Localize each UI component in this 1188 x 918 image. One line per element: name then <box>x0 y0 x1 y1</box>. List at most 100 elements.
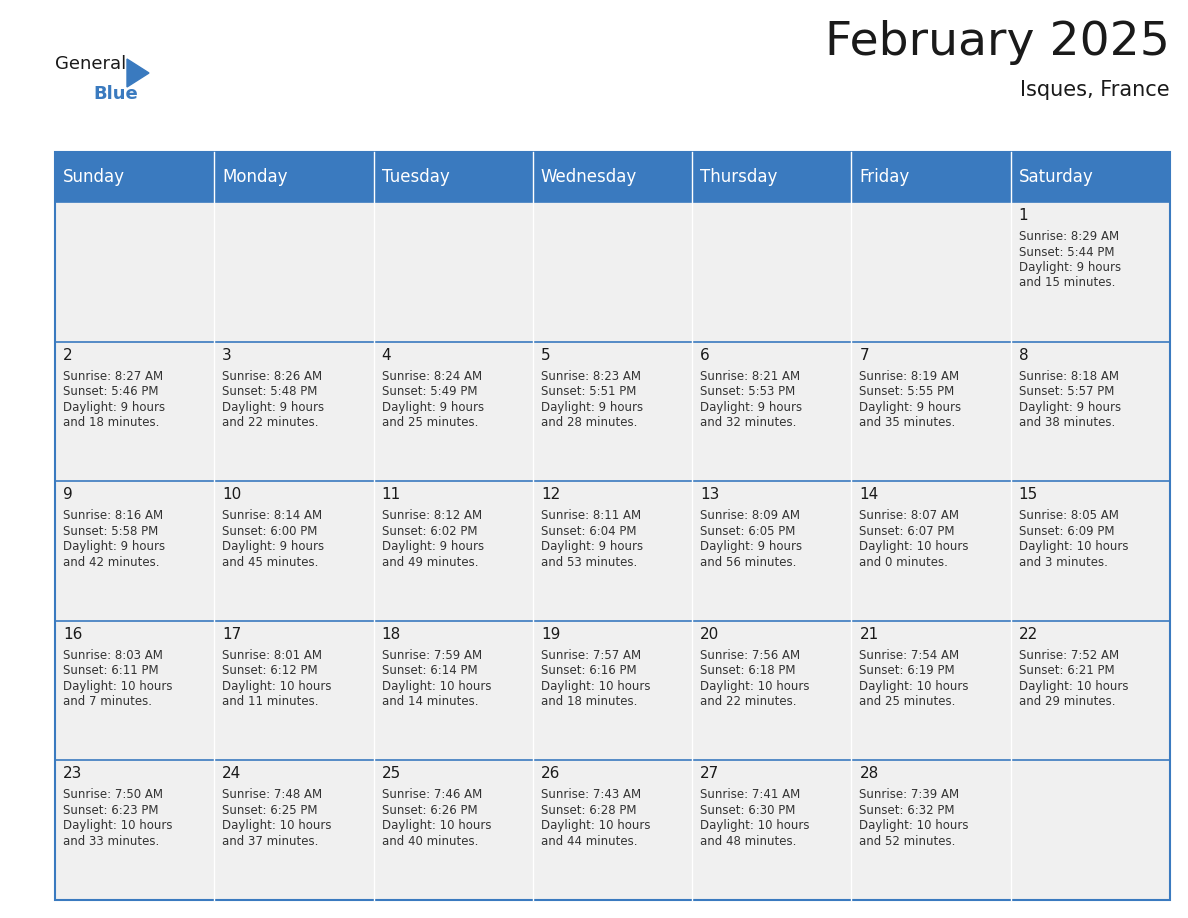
Text: Daylight: 10 hours: Daylight: 10 hours <box>700 820 810 833</box>
Text: 25: 25 <box>381 767 400 781</box>
Bar <box>693 152 852 202</box>
Text: and 7 minutes.: and 7 minutes. <box>63 695 152 709</box>
Text: Saturday: Saturday <box>1018 168 1093 186</box>
Text: Sunrise: 7:56 AM: Sunrise: 7:56 AM <box>700 649 801 662</box>
Text: 23: 23 <box>63 767 82 781</box>
Text: Sunrise: 8:03 AM: Sunrise: 8:03 AM <box>63 649 163 662</box>
Text: Daylight: 9 hours: Daylight: 9 hours <box>63 540 165 554</box>
Bar <box>852 481 1011 621</box>
Text: Sunset: 6:30 PM: Sunset: 6:30 PM <box>700 804 796 817</box>
Text: Daylight: 9 hours: Daylight: 9 hours <box>381 400 484 414</box>
Text: Tuesday: Tuesday <box>381 168 449 186</box>
Bar <box>693 202 852 341</box>
Text: Sunrise: 8:01 AM: Sunrise: 8:01 AM <box>222 649 322 662</box>
Text: 9: 9 <box>63 487 72 502</box>
Text: Sunset: 5:44 PM: Sunset: 5:44 PM <box>1019 245 1114 259</box>
Text: Sunrise: 7:46 AM: Sunrise: 7:46 AM <box>381 789 482 801</box>
Text: Thursday: Thursday <box>700 168 777 186</box>
Text: Daylight: 9 hours: Daylight: 9 hours <box>1019 400 1120 414</box>
Bar <box>1011 152 1170 202</box>
Bar <box>214 152 373 202</box>
Bar <box>533 481 693 621</box>
Text: Sunset: 6:07 PM: Sunset: 6:07 PM <box>859 525 955 538</box>
Text: 6: 6 <box>700 348 710 363</box>
Text: and 25 minutes.: and 25 minutes. <box>859 695 956 709</box>
Text: and 37 minutes.: and 37 minutes. <box>222 834 318 848</box>
Text: Sunset: 6:19 PM: Sunset: 6:19 PM <box>859 665 955 677</box>
Text: Sunset: 6:21 PM: Sunset: 6:21 PM <box>1019 665 1114 677</box>
Text: Isques, France: Isques, France <box>1020 80 1170 100</box>
Text: 8: 8 <box>1019 348 1029 363</box>
Text: Sunset: 6:32 PM: Sunset: 6:32 PM <box>859 804 955 817</box>
Bar <box>1011 481 1170 621</box>
Text: 20: 20 <box>700 627 720 642</box>
Text: Sunset: 6:09 PM: Sunset: 6:09 PM <box>1019 525 1114 538</box>
Text: Sunrise: 8:24 AM: Sunrise: 8:24 AM <box>381 370 481 383</box>
Text: Daylight: 10 hours: Daylight: 10 hours <box>63 680 172 693</box>
Text: 16: 16 <box>63 627 82 642</box>
Text: Daylight: 10 hours: Daylight: 10 hours <box>381 820 491 833</box>
Text: 24: 24 <box>222 767 241 781</box>
Text: and 42 minutes.: and 42 minutes. <box>63 555 159 568</box>
Text: Sunrise: 8:26 AM: Sunrise: 8:26 AM <box>222 370 322 383</box>
Text: Sunrise: 7:52 AM: Sunrise: 7:52 AM <box>1019 649 1119 662</box>
Text: Sunrise: 8:18 AM: Sunrise: 8:18 AM <box>1019 370 1119 383</box>
Text: Sunrise: 8:12 AM: Sunrise: 8:12 AM <box>381 509 481 522</box>
Text: 10: 10 <box>222 487 241 502</box>
Text: Sunset: 6:11 PM: Sunset: 6:11 PM <box>63 665 159 677</box>
Text: Daylight: 10 hours: Daylight: 10 hours <box>541 820 650 833</box>
Text: Sunrise: 8:19 AM: Sunrise: 8:19 AM <box>859 370 960 383</box>
Text: Daylight: 10 hours: Daylight: 10 hours <box>859 680 969 693</box>
Text: and 53 minutes.: and 53 minutes. <box>541 555 637 568</box>
Text: and 28 minutes.: and 28 minutes. <box>541 416 637 429</box>
Text: Daylight: 9 hours: Daylight: 9 hours <box>222 540 324 554</box>
Bar <box>852 152 1011 202</box>
Text: 5: 5 <box>541 348 550 363</box>
Bar <box>214 621 373 760</box>
Text: Daylight: 10 hours: Daylight: 10 hours <box>541 680 650 693</box>
Text: Daylight: 10 hours: Daylight: 10 hours <box>222 680 331 693</box>
Bar <box>533 152 693 202</box>
Text: 4: 4 <box>381 348 391 363</box>
Text: Daylight: 9 hours: Daylight: 9 hours <box>63 400 165 414</box>
Text: Daylight: 9 hours: Daylight: 9 hours <box>222 400 324 414</box>
Bar <box>852 621 1011 760</box>
Text: Blue: Blue <box>93 85 138 103</box>
Bar <box>214 341 373 481</box>
Text: Sunset: 6:05 PM: Sunset: 6:05 PM <box>700 525 796 538</box>
Text: Daylight: 9 hours: Daylight: 9 hours <box>1019 261 1120 274</box>
Text: 15: 15 <box>1019 487 1038 502</box>
Text: Sunrise: 8:09 AM: Sunrise: 8:09 AM <box>700 509 801 522</box>
Text: Sunrise: 8:29 AM: Sunrise: 8:29 AM <box>1019 230 1119 243</box>
Text: and 14 minutes.: and 14 minutes. <box>381 695 478 709</box>
Text: 13: 13 <box>700 487 720 502</box>
Text: Sunset: 6:26 PM: Sunset: 6:26 PM <box>381 804 478 817</box>
Text: Sunset: 5:51 PM: Sunset: 5:51 PM <box>541 385 637 398</box>
Text: Daylight: 9 hours: Daylight: 9 hours <box>541 540 643 554</box>
Bar <box>693 341 852 481</box>
Text: Wednesday: Wednesday <box>541 168 637 186</box>
Text: 18: 18 <box>381 627 400 642</box>
Text: Daylight: 9 hours: Daylight: 9 hours <box>541 400 643 414</box>
Text: 17: 17 <box>222 627 241 642</box>
Text: 19: 19 <box>541 627 561 642</box>
Bar <box>55 760 214 900</box>
Text: General: General <box>55 55 126 73</box>
Bar <box>373 481 533 621</box>
Text: 27: 27 <box>700 767 720 781</box>
Text: 14: 14 <box>859 487 879 502</box>
Text: and 15 minutes.: and 15 minutes. <box>1019 276 1116 289</box>
Text: Daylight: 10 hours: Daylight: 10 hours <box>859 820 969 833</box>
Text: Sunrise: 7:48 AM: Sunrise: 7:48 AM <box>222 789 322 801</box>
Bar <box>1011 341 1170 481</box>
Bar <box>1011 621 1170 760</box>
Text: and 56 minutes.: and 56 minutes. <box>700 555 796 568</box>
Text: Sunset: 6:04 PM: Sunset: 6:04 PM <box>541 525 637 538</box>
Text: Sunset: 6:18 PM: Sunset: 6:18 PM <box>700 665 796 677</box>
Bar <box>214 202 373 341</box>
Bar <box>852 341 1011 481</box>
Text: and 40 minutes.: and 40 minutes. <box>381 834 478 848</box>
Bar <box>852 202 1011 341</box>
Text: Sunset: 6:28 PM: Sunset: 6:28 PM <box>541 804 637 817</box>
Text: 22: 22 <box>1019 627 1038 642</box>
